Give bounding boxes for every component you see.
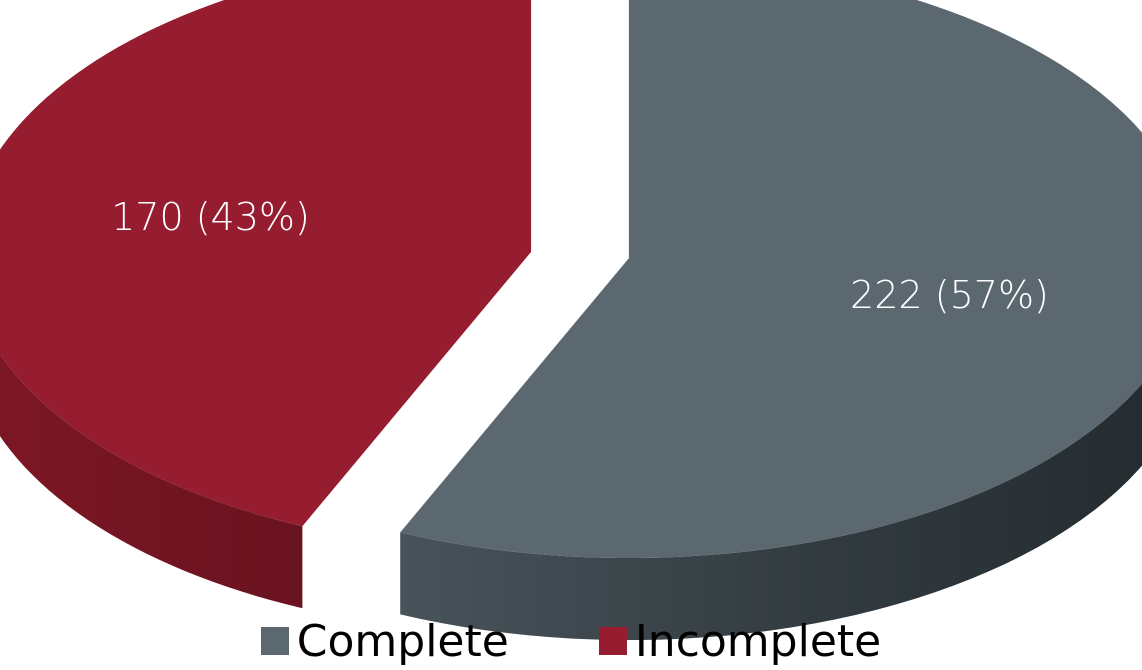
legend-label-incomplete: Incomplete: [634, 615, 882, 667]
data-label-incomplete: 170 (43%): [111, 195, 310, 239]
legend-swatch-complete: [260, 627, 289, 655]
legend-swatch-incomplete: [598, 627, 627, 655]
pie-slice-complete-side: [400, 383, 1142, 641]
pie-slice-incomplete-side: [0, 354, 303, 609]
pie-slice-incomplete-top: [0, 0, 532, 527]
legend: Complete Incomplete: [0, 612, 1142, 670]
pie-slice-complete[interactable]: [400, 0, 1142, 641]
data-label-complete: 222 (57%): [850, 273, 1049, 317]
pie-slice-incomplete[interactable]: [0, 0, 532, 609]
legend-item-incomplete[interactable]: Incomplete: [598, 615, 882, 667]
legend-label-complete: Complete: [296, 615, 509, 667]
legend-item-complete[interactable]: Complete: [260, 615, 509, 667]
pie-slice-complete-top: [400, 0, 1142, 559]
